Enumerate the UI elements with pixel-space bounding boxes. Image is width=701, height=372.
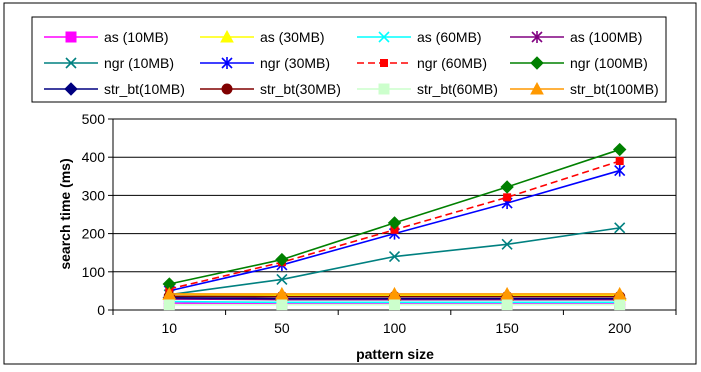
data-point bbox=[164, 300, 174, 310]
legend-label: as (30MB) bbox=[260, 29, 325, 45]
x-tick-label: 10 bbox=[162, 320, 178, 336]
data-point bbox=[390, 300, 400, 310]
legend-marker bbox=[222, 84, 232, 94]
data-point bbox=[504, 194, 511, 201]
x-tick-label: 150 bbox=[495, 320, 519, 336]
y-tick-label: 0 bbox=[97, 302, 105, 318]
legend-marker bbox=[379, 84, 389, 94]
legend-label: as (10MB) bbox=[104, 29, 169, 45]
y-tick-label: 200 bbox=[82, 226, 106, 242]
x-tick-label: 50 bbox=[274, 320, 290, 336]
legend-marker bbox=[66, 32, 76, 42]
y-tick-label: 300 bbox=[82, 187, 106, 203]
legend-label: str_bt(10MB) bbox=[104, 81, 185, 97]
legend-label: ngr (30MB) bbox=[260, 55, 330, 71]
legend-label: str_bt(30MB) bbox=[260, 81, 341, 97]
legend-label: str_bt(60MB) bbox=[417, 81, 498, 97]
x-tick-label: 200 bbox=[608, 320, 632, 336]
data-point bbox=[615, 300, 625, 310]
data-point bbox=[277, 300, 287, 310]
y-tick-label: 100 bbox=[82, 264, 106, 280]
x-axis-label: pattern size bbox=[356, 346, 434, 362]
data-point bbox=[502, 300, 512, 310]
x-tick-label: 100 bbox=[383, 320, 407, 336]
y-axis-label: search time (ms) bbox=[57, 158, 73, 269]
legend-label: ngr (100MB) bbox=[570, 55, 648, 71]
legend-label: as (100MB) bbox=[570, 29, 642, 45]
y-tick-label: 500 bbox=[82, 111, 106, 127]
legend-marker bbox=[381, 60, 388, 67]
legend-label: ngr (10MB) bbox=[104, 55, 174, 71]
y-tick-label: 400 bbox=[82, 149, 106, 165]
data-point bbox=[616, 158, 623, 165]
legend-label: ngr (60MB) bbox=[417, 55, 487, 71]
legend-label: as (60MB) bbox=[417, 29, 482, 45]
legend-label: str_bt(100MB) bbox=[570, 81, 659, 97]
